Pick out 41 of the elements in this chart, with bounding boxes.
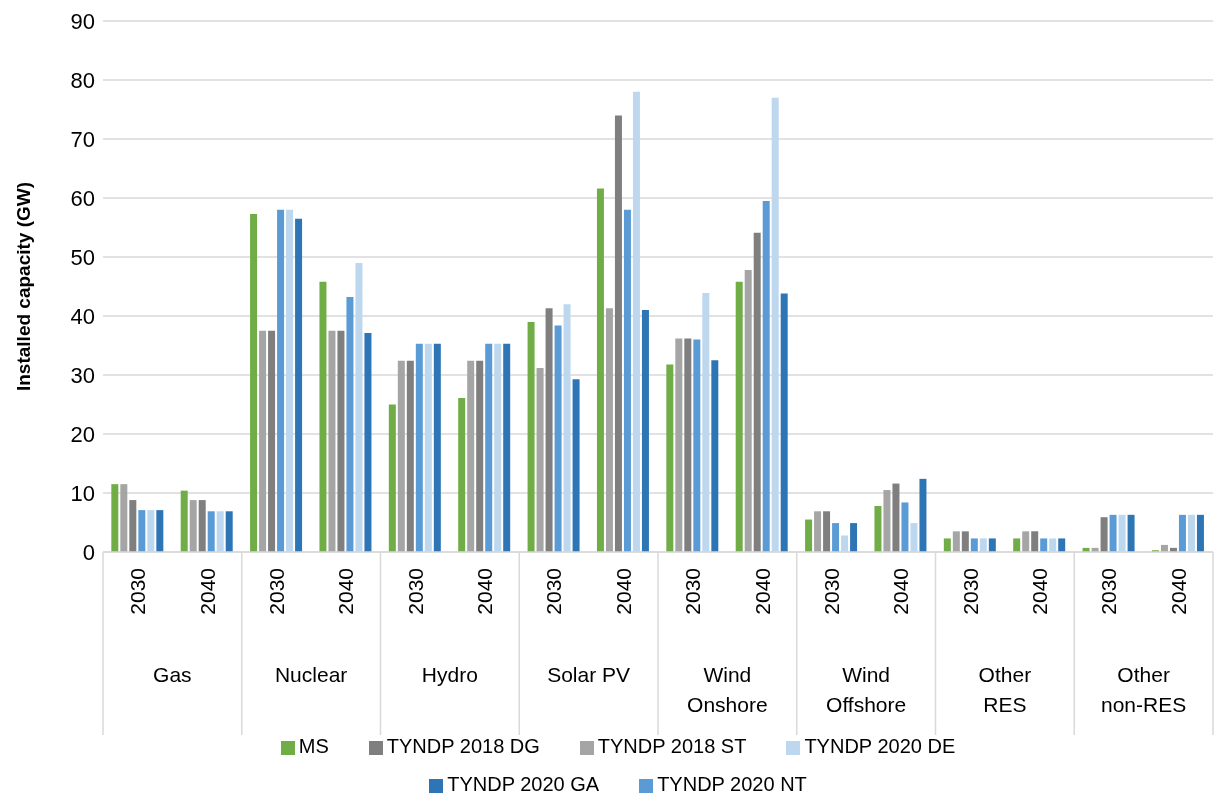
text: Wind Offshore [826, 663, 907, 716]
legend-label: MS [298, 735, 329, 757]
legend-label: TYNDP 2020 DE [804, 735, 956, 757]
legend-label: TYNDP 2020 GA [447, 773, 600, 795]
x-tick-label: 2040 [750, 568, 774, 615]
x-tick-label: 2030 [542, 568, 566, 615]
y-tick-label: 0 [82, 539, 95, 565]
x-tick-label: 2030 [819, 568, 843, 615]
x-tick-label: 2040 [195, 568, 219, 615]
y-tick-label: 60 [70, 185, 95, 211]
x-tick-label: 2030 [264, 568, 288, 615]
legend-label: TYNDP 2018 DG [386, 735, 540, 757]
y-tick-label: 90 [70, 8, 95, 34]
y-tick-label: 80 [70, 67, 95, 93]
x-tick-label: 2040 [334, 568, 358, 615]
text: Hydro [421, 663, 478, 686]
y-tick-label: 30 [70, 362, 95, 388]
x-tick-label: 2040 [611, 568, 635, 615]
x-tick-label: 2040 [473, 568, 497, 615]
y-tick-label: 50 [70, 244, 95, 270]
y-axis-title: Installed capacity (GW) [12, 181, 34, 392]
x-tick-label: 2040 [1028, 568, 1052, 615]
x-tick-label: 2040 [1166, 568, 1190, 615]
text: Other non-RES [1101, 663, 1187, 716]
y-tick-label: 10 [70, 480, 95, 506]
x-tick-label: 2030 [1097, 568, 1121, 615]
text: Wind Onshore [687, 663, 768, 716]
y-tick-label: 40 [70, 303, 95, 329]
y-tick-label: 20 [70, 421, 95, 447]
legend-label: TYNDP 2018 ST [597, 735, 747, 757]
x-tick-label: 2030 [126, 568, 150, 615]
y-tick-label: 70 [70, 126, 95, 152]
text: Other RES [978, 663, 1032, 716]
x-tick-label: 2030 [403, 568, 427, 615]
x-tick-label: 2040 [889, 568, 913, 615]
legend-label: TYNDP 2020 NT [657, 773, 807, 795]
x-tick-label: 2030 [958, 568, 982, 615]
text: Nuclear [274, 663, 348, 686]
text: Gas [153, 663, 192, 686]
text: Solar PV [547, 663, 631, 686]
x-tick-label: 2030 [681, 568, 705, 615]
